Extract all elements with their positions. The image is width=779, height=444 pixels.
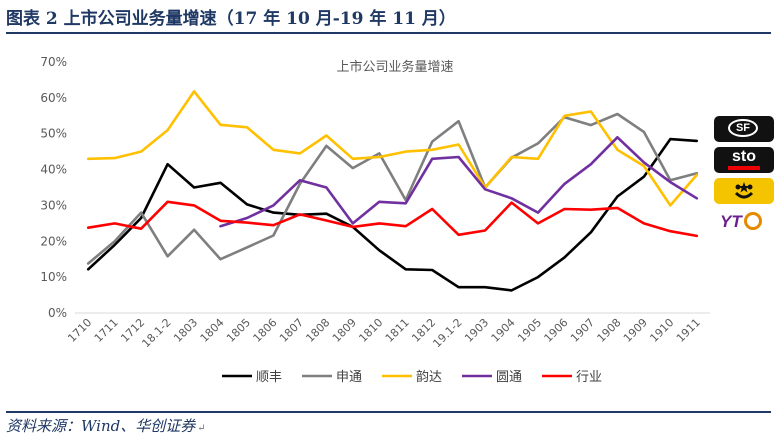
line-chart: 上市公司业务量增速 0% 10% 20% 30% 40% 50% 60% 70% 171017… [40, 55, 710, 385]
source-note: 资料来源：Wind、华创证券 ↵ [6, 415, 206, 436]
y-tick-label: 0% [48, 306, 67, 320]
x-tick-label: 1905 [515, 316, 544, 345]
x-tick-label: 1809 [330, 316, 359, 345]
series-line-顺丰 [86, 137, 699, 292]
yto-logo: YT [714, 209, 774, 235]
figure-title: 图表 2 上市公司业务量增速（17 年 10 月-19 年 11 月） [6, 9, 456, 29]
y-tick-label: 60% [40, 91, 67, 105]
company-logos: SF sto YT [714, 116, 774, 240]
x-tick-label: 1903 [462, 316, 491, 345]
x-tick-label: 1803 [171, 316, 200, 345]
legend-label: 韵达 [416, 370, 442, 385]
y-tick-label: 50% [40, 127, 67, 141]
x-tick-label: 1710 [65, 316, 94, 345]
yto-circle-icon [744, 212, 762, 230]
sto-logo-text: sto [732, 148, 756, 165]
sf-logo-text: SF [728, 119, 758, 137]
x-tick-label: 18.1-2 [139, 316, 173, 350]
yunda-logo [714, 178, 774, 204]
y-tick-label: 10% [40, 270, 67, 284]
x-tick-label: 1911 [674, 316, 703, 345]
series-line-圆通 [219, 136, 699, 228]
legend-label: 顺丰 [256, 370, 282, 385]
x-tick-label: 19.1-2 [430, 316, 464, 350]
sto-logo-stripe [728, 166, 760, 170]
legend-label: 行业 [576, 370, 602, 385]
y-tick-label: 20% [40, 234, 67, 248]
series-line-韵达 [86, 90, 699, 207]
x-tick-label: 1806 [251, 316, 280, 345]
y-tick-label: 70% [40, 55, 67, 69]
x-tick-label: 1909 [621, 316, 650, 345]
sf-logo: SF [714, 116, 774, 142]
source-text: 资料来源：Wind、华创证券 [6, 417, 196, 435]
x-tick-label: 1808 [303, 316, 332, 345]
sto-logo: sto [714, 147, 774, 173]
footer-rule [6, 411, 771, 413]
x-tick-label: 1711 [92, 316, 121, 345]
paragraph-mark-icon: ↵ [197, 423, 206, 434]
yto-logo-text: YT [720, 212, 742, 231]
x-tick-label: 1810 [356, 316, 385, 345]
x-tick-label: 1908 [595, 316, 624, 345]
chart-title: 上市公司业务量增速 [336, 59, 453, 75]
x-tick-label: 1910 [647, 316, 676, 345]
y-tick-label: 40% [40, 163, 67, 177]
yunda-face-icon [734, 182, 754, 199]
series-line-申通 [86, 112, 699, 265]
x-tick-label: 1904 [489, 316, 518, 345]
series-line-行业 [86, 200, 699, 238]
legend-label: 圆通 [496, 370, 522, 385]
x-tick-label: 1807 [277, 316, 306, 345]
x-tick-label: 1906 [542, 316, 571, 345]
x-tick-label: 1907 [568, 316, 597, 345]
legend-label: 申通 [336, 370, 362, 385]
x-tick-label: 1805 [224, 316, 253, 345]
title-rule [6, 32, 771, 34]
x-tick-label: 1811 [383, 316, 412, 345]
y-tick-label: 30% [40, 198, 67, 212]
x-tick-label: 1804 [198, 316, 227, 345]
